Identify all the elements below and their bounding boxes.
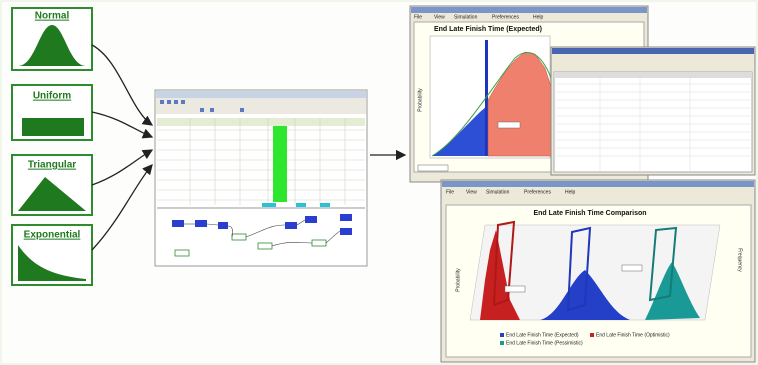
shape [505, 286, 525, 292]
chart-title: End Late Finish Time Comparison [533, 210, 646, 217]
shape [200, 108, 204, 112]
distribution-label: Triangular [28, 160, 76, 171]
legend-swatch [500, 341, 504, 345]
shape [320, 203, 330, 207]
legend-swatch [590, 333, 594, 337]
shape [285, 222, 297, 229]
menu-item: Help [565, 189, 576, 195]
distribution-label: Uniform [33, 91, 71, 102]
distribution-label: Normal [35, 11, 70, 22]
menu-item: Preferences [492, 14, 519, 20]
y-axis-label: Probability [417, 88, 423, 112]
shape [155, 90, 367, 266]
shape [340, 214, 352, 221]
distribution-normal: Normal [12, 8, 92, 70]
shape [156, 106, 366, 114]
shape [442, 181, 754, 187]
y2-axis-label: Frequency [737, 248, 743, 272]
menu-item: View [466, 189, 477, 195]
shape [340, 228, 352, 235]
menu-item: File [446, 189, 454, 195]
menu-item: Preferences [524, 189, 551, 195]
shape [296, 203, 306, 207]
shape [157, 118, 365, 126]
shape [411, 7, 647, 13]
shape [418, 165, 448, 171]
shape [554, 72, 752, 78]
statistics-window [551, 47, 755, 175]
menu-item: View [434, 14, 445, 20]
y-axis-label: Probability [455, 268, 461, 292]
shape [622, 265, 642, 271]
menu-item: Help [533, 14, 544, 20]
legend-label: End Late Finish Time (Pessimistic) [506, 340, 583, 346]
shape [156, 91, 366, 98]
shape [232, 234, 246, 240]
shape [240, 108, 244, 112]
comparison-window: File View Simulation Preferences Help End La… [441, 180, 755, 362]
shape [181, 100, 185, 104]
shape [160, 100, 164, 104]
scheduler-screenshot [155, 90, 367, 266]
menu-item: Simulation [454, 14, 478, 20]
shape [554, 72, 752, 172]
shape [175, 250, 189, 256]
distribution-triangular: Triangular [12, 155, 92, 215]
shape [305, 216, 317, 223]
shape [22, 118, 84, 136]
shape [156, 98, 366, 106]
distribution-exponential: Exponential [12, 225, 92, 285]
legend-label: End Late Finish Time (Optimistic) [596, 332, 670, 338]
shape [218, 222, 228, 229]
menu-item: File [414, 14, 422, 20]
shape [195, 220, 207, 227]
shape [258, 243, 272, 249]
shape [172, 220, 184, 227]
shape [210, 108, 214, 112]
distribution-uniform: Uniform [12, 85, 92, 140]
shape [312, 240, 326, 246]
shape [262, 203, 276, 207]
chart-title: End Late Finish Time (Expected) [434, 26, 542, 33]
shape [498, 122, 520, 128]
shape [273, 126, 287, 202]
illustration: Normal Uniform Triangular Exponential [0, 0, 758, 365]
shape [167, 100, 171, 104]
shape [174, 100, 178, 104]
distribution-label: Exponential [24, 230, 81, 241]
legend-swatch [500, 333, 504, 337]
menu-item: Simulation [486, 189, 510, 195]
legend-label: End Late Finish Time (Expected) [506, 332, 579, 338]
shape [552, 48, 754, 54]
